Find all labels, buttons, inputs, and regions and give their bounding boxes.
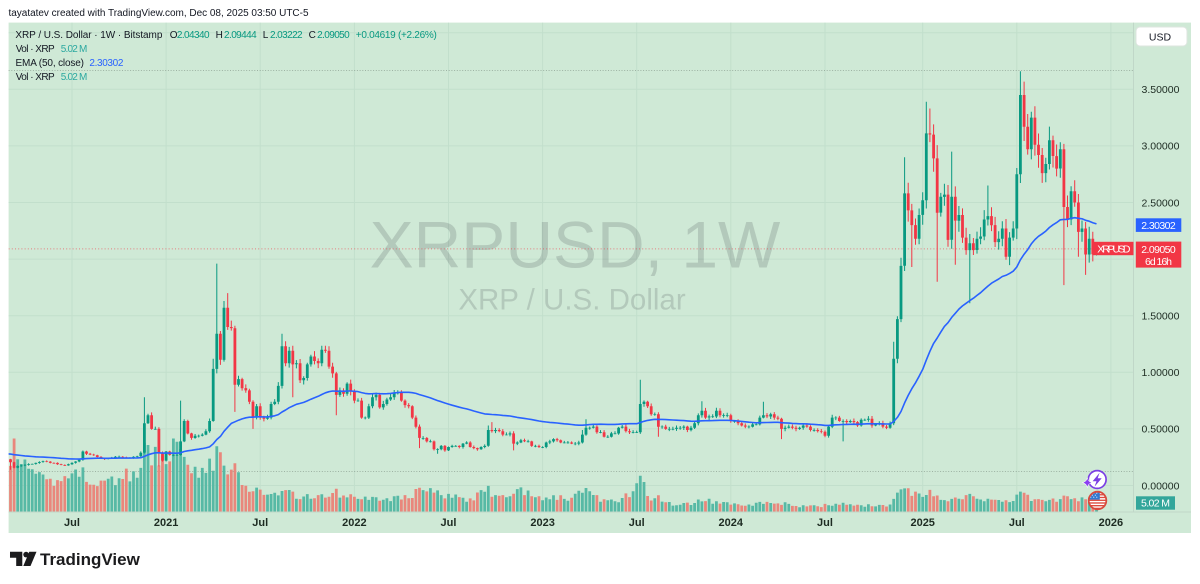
svg-text:2024: 2024 [719,517,744,529]
svg-text:2.09444: 2.09444 [224,30,257,41]
svg-text:H: H [216,30,223,41]
svg-text:Jul: Jul [817,517,833,529]
svg-text:L: L [263,30,269,41]
svg-text:2021: 2021 [154,517,178,529]
svg-text:2.04340: 2.04340 [177,30,210,41]
svg-text:5.02 M: 5.02 M [61,44,88,55]
svg-text:Jul: Jul [441,517,457,529]
svg-text:2.50000: 2.50000 [1142,197,1180,209]
svg-text:2.03222: 2.03222 [270,30,303,41]
svg-text:+0.04619 (+2.26%): +0.04619 (+2.26%) [356,30,437,41]
svg-text:2.09050: 2.09050 [317,30,350,41]
svg-text:1.50000: 1.50000 [1142,311,1180,323]
svg-text:2.09050: 2.09050 [1141,244,1176,256]
svg-text:TradingView: TradingView [40,550,141,569]
svg-text:USD: USD [1149,31,1172,43]
svg-text:0.00000: 0.00000 [1142,480,1180,492]
svg-text:Jul: Jul [64,517,80,529]
svg-text:3.00000: 3.00000 [1142,141,1180,153]
svg-text:2023: 2023 [530,517,554,529]
svg-text:3.50000: 3.50000 [1142,84,1180,96]
svg-text:2025: 2025 [910,517,934,529]
svg-text:5.02 M: 5.02 M [61,72,88,83]
svg-text:EMA (50, close): EMA (50, close) [16,58,85,69]
svg-text:Vol · XRP: Vol · XRP [16,72,55,83]
svg-text:2022: 2022 [342,517,366,529]
svg-text:C: C [309,30,316,41]
svg-text:XRPUSD: XRPUSD [1097,243,1131,255]
svg-text:5.02 M: 5.02 M [1141,498,1170,510]
svg-text:tayatatev created with Trading: tayatatev created with TradingView.com, … [9,8,309,19]
svg-text:Jul: Jul [1009,517,1025,529]
svg-text:6d 16h: 6d 16h [1145,256,1172,268]
svg-text:XRP / U.S. Dollar · 1W · Bitst: XRP / U.S. Dollar · 1W · Bitstamp [15,30,162,41]
svg-text:XRPUSD, 1W: XRPUSD, 1W [370,208,781,282]
svg-text:1.00000: 1.00000 [1142,367,1180,379]
svg-text:0.50000: 0.50000 [1142,424,1180,436]
svg-text:Jul: Jul [629,517,645,529]
svg-text:2.30302: 2.30302 [1141,220,1176,232]
svg-text:Jul: Jul [252,517,268,529]
svg-text:2026: 2026 [1099,517,1123,529]
svg-text:XRP / U.S. Dollar: XRP / U.S. Dollar [458,284,686,317]
svg-text:Vol · XRP: Vol · XRP [16,44,55,55]
svg-text:O: O [170,30,178,41]
svg-text:2.30302: 2.30302 [89,58,123,69]
